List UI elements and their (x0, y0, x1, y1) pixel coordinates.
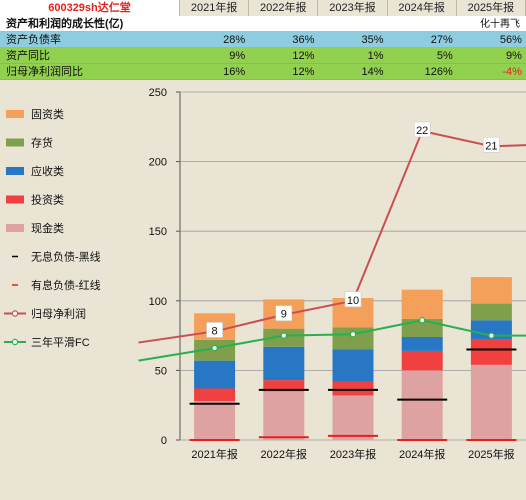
legend-label: 归母净利润 (31, 307, 86, 321)
y-tick-label: 250 (149, 87, 167, 99)
bar-segment-investment (470, 339, 512, 365)
bar-segment-investment (263, 380, 305, 392)
section-title: 资产和利润的成长性(亿) (6, 18, 124, 30)
data-label: 21 (485, 140, 497, 152)
bar-segment-receivable (332, 349, 374, 382)
data-label-box (344, 291, 362, 308)
row-value: 35% (361, 34, 384, 46)
row-value: 16% (223, 66, 246, 78)
bar-segment-fixed (470, 277, 512, 304)
bar-segment-receivable (401, 336, 443, 351)
bar-segment-investment (401, 350, 443, 371)
legend-label: 投资类 (31, 193, 64, 207)
row-value: 56% (499, 34, 522, 46)
data-label-box (206, 322, 223, 338)
bar-segment-investment (332, 381, 374, 396)
bar-segment-fixed (401, 289, 443, 319)
row-label: 资产同比 (6, 50, 50, 62)
row-value: 1% (367, 50, 384, 62)
x-tick-label: 2022年报 (261, 447, 307, 461)
x-tick-label: 2021年报 (191, 447, 237, 461)
legend-swatch-cash (6, 224, 24, 232)
legend-label: 现金类 (31, 221, 64, 235)
legend-label: 有息负债-红线 (31, 278, 101, 292)
legend-swatch-fixed (6, 110, 24, 118)
author-label: 化十再飞 (480, 19, 520, 30)
bar-segment-cash (470, 364, 512, 440)
bar-segment-investment (194, 388, 236, 402)
bar-segment-cash (263, 391, 305, 440)
row-value: 14% (361, 66, 384, 78)
row-value: 12% (292, 50, 315, 62)
row-value: 12% (292, 66, 315, 78)
y-tick-label: 200 (149, 157, 167, 169)
row-label: 归母净利润同比 (6, 66, 83, 78)
x-tick-label: 2023年报 (330, 447, 376, 461)
ratio-row-debt: 资产负债率 28% 36% 35% 27% 56% (0, 32, 526, 48)
row-value: 5% (436, 50, 453, 62)
legend-label: 应收类 (31, 164, 64, 178)
series-point-smooth_line (488, 332, 495, 339)
year-header-cell: 2021年报 (180, 0, 250, 16)
row-value: 9% (506, 50, 522, 62)
legend-label: 三年平滑FC (31, 335, 90, 349)
data-label: 8 (212, 325, 218, 337)
row-value: 27% (430, 34, 453, 46)
data-label: 22 (416, 125, 428, 137)
x-tick-label: 2025年报 (468, 447, 514, 461)
data-label: 9 (281, 309, 287, 321)
row-label: 资产负债率 (6, 34, 61, 46)
row-value: -4% (502, 66, 522, 78)
section-title-bar: 资产和利润的成长性(亿) 化十再飞 (0, 16, 526, 32)
y-tick-label: 150 (149, 226, 167, 238)
legend-marker-profit_line (11, 310, 19, 317)
legend-label: 无息负债-黑线 (31, 250, 101, 264)
series-point-smooth_line (349, 331, 357, 338)
series-point-smooth_line (211, 344, 218, 352)
asset-profit-chart: 0 50 100 150 200 250 8 9 10 22 21 2021年报 2022年报 2023年… (4, 87, 526, 461)
legend-swatch-inventory (6, 138, 24, 147)
legend-marker-smooth_line (11, 338, 19, 346)
ratio-row-profit-growth: 归母净利润同比 16% 12% 14% 126% -4% (0, 64, 526, 80)
data-label: 10 (347, 295, 359, 307)
data-label-box (275, 305, 293, 322)
year-header: 600329sh达仁堂 2021年报 2022年报 2023年报 2024年报 … (0, 0, 526, 16)
stock-code: 600329sh达仁堂 (0, 0, 180, 16)
row-value: 36% (292, 34, 315, 46)
ratio-row-asset-growth: 资产同比 9% 12% 1% 5% 9% (0, 48, 526, 64)
row-value: 126% (424, 66, 453, 78)
y-tick-label: 50 (155, 365, 167, 377)
x-tick-label: 2024年报 (399, 447, 445, 461)
y-tick-label: 0 (161, 435, 167, 447)
bar-segment-inventory (470, 303, 512, 321)
y-tick-label: 100 (149, 296, 167, 308)
legend-label: 固资类 (31, 107, 64, 121)
bar-segment-cash (332, 395, 374, 440)
data-label-box (413, 121, 431, 138)
series-point-smooth_line (280, 332, 287, 339)
year-header-cell: 2025年报 (456, 0, 526, 16)
row-value: 28% (223, 34, 246, 46)
year-header-cell: 2022年报 (249, 0, 319, 16)
row-value: 9% (229, 50, 246, 62)
year-header-cell: 2023年报 (318, 0, 388, 16)
legend-swatch-investment (6, 195, 24, 204)
bar-segment-cash (401, 370, 443, 440)
series-point-smooth_line (419, 317, 426, 324)
legend-swatch-receivable (6, 167, 24, 175)
year-header-cell: 2024年报 (387, 0, 457, 16)
bar-segment-cash (194, 401, 236, 440)
legend-label: 存货 (31, 136, 53, 150)
data-label-box (483, 136, 500, 153)
bar-segment-receivable (263, 346, 305, 381)
bar-segment-receivable (194, 360, 236, 389)
